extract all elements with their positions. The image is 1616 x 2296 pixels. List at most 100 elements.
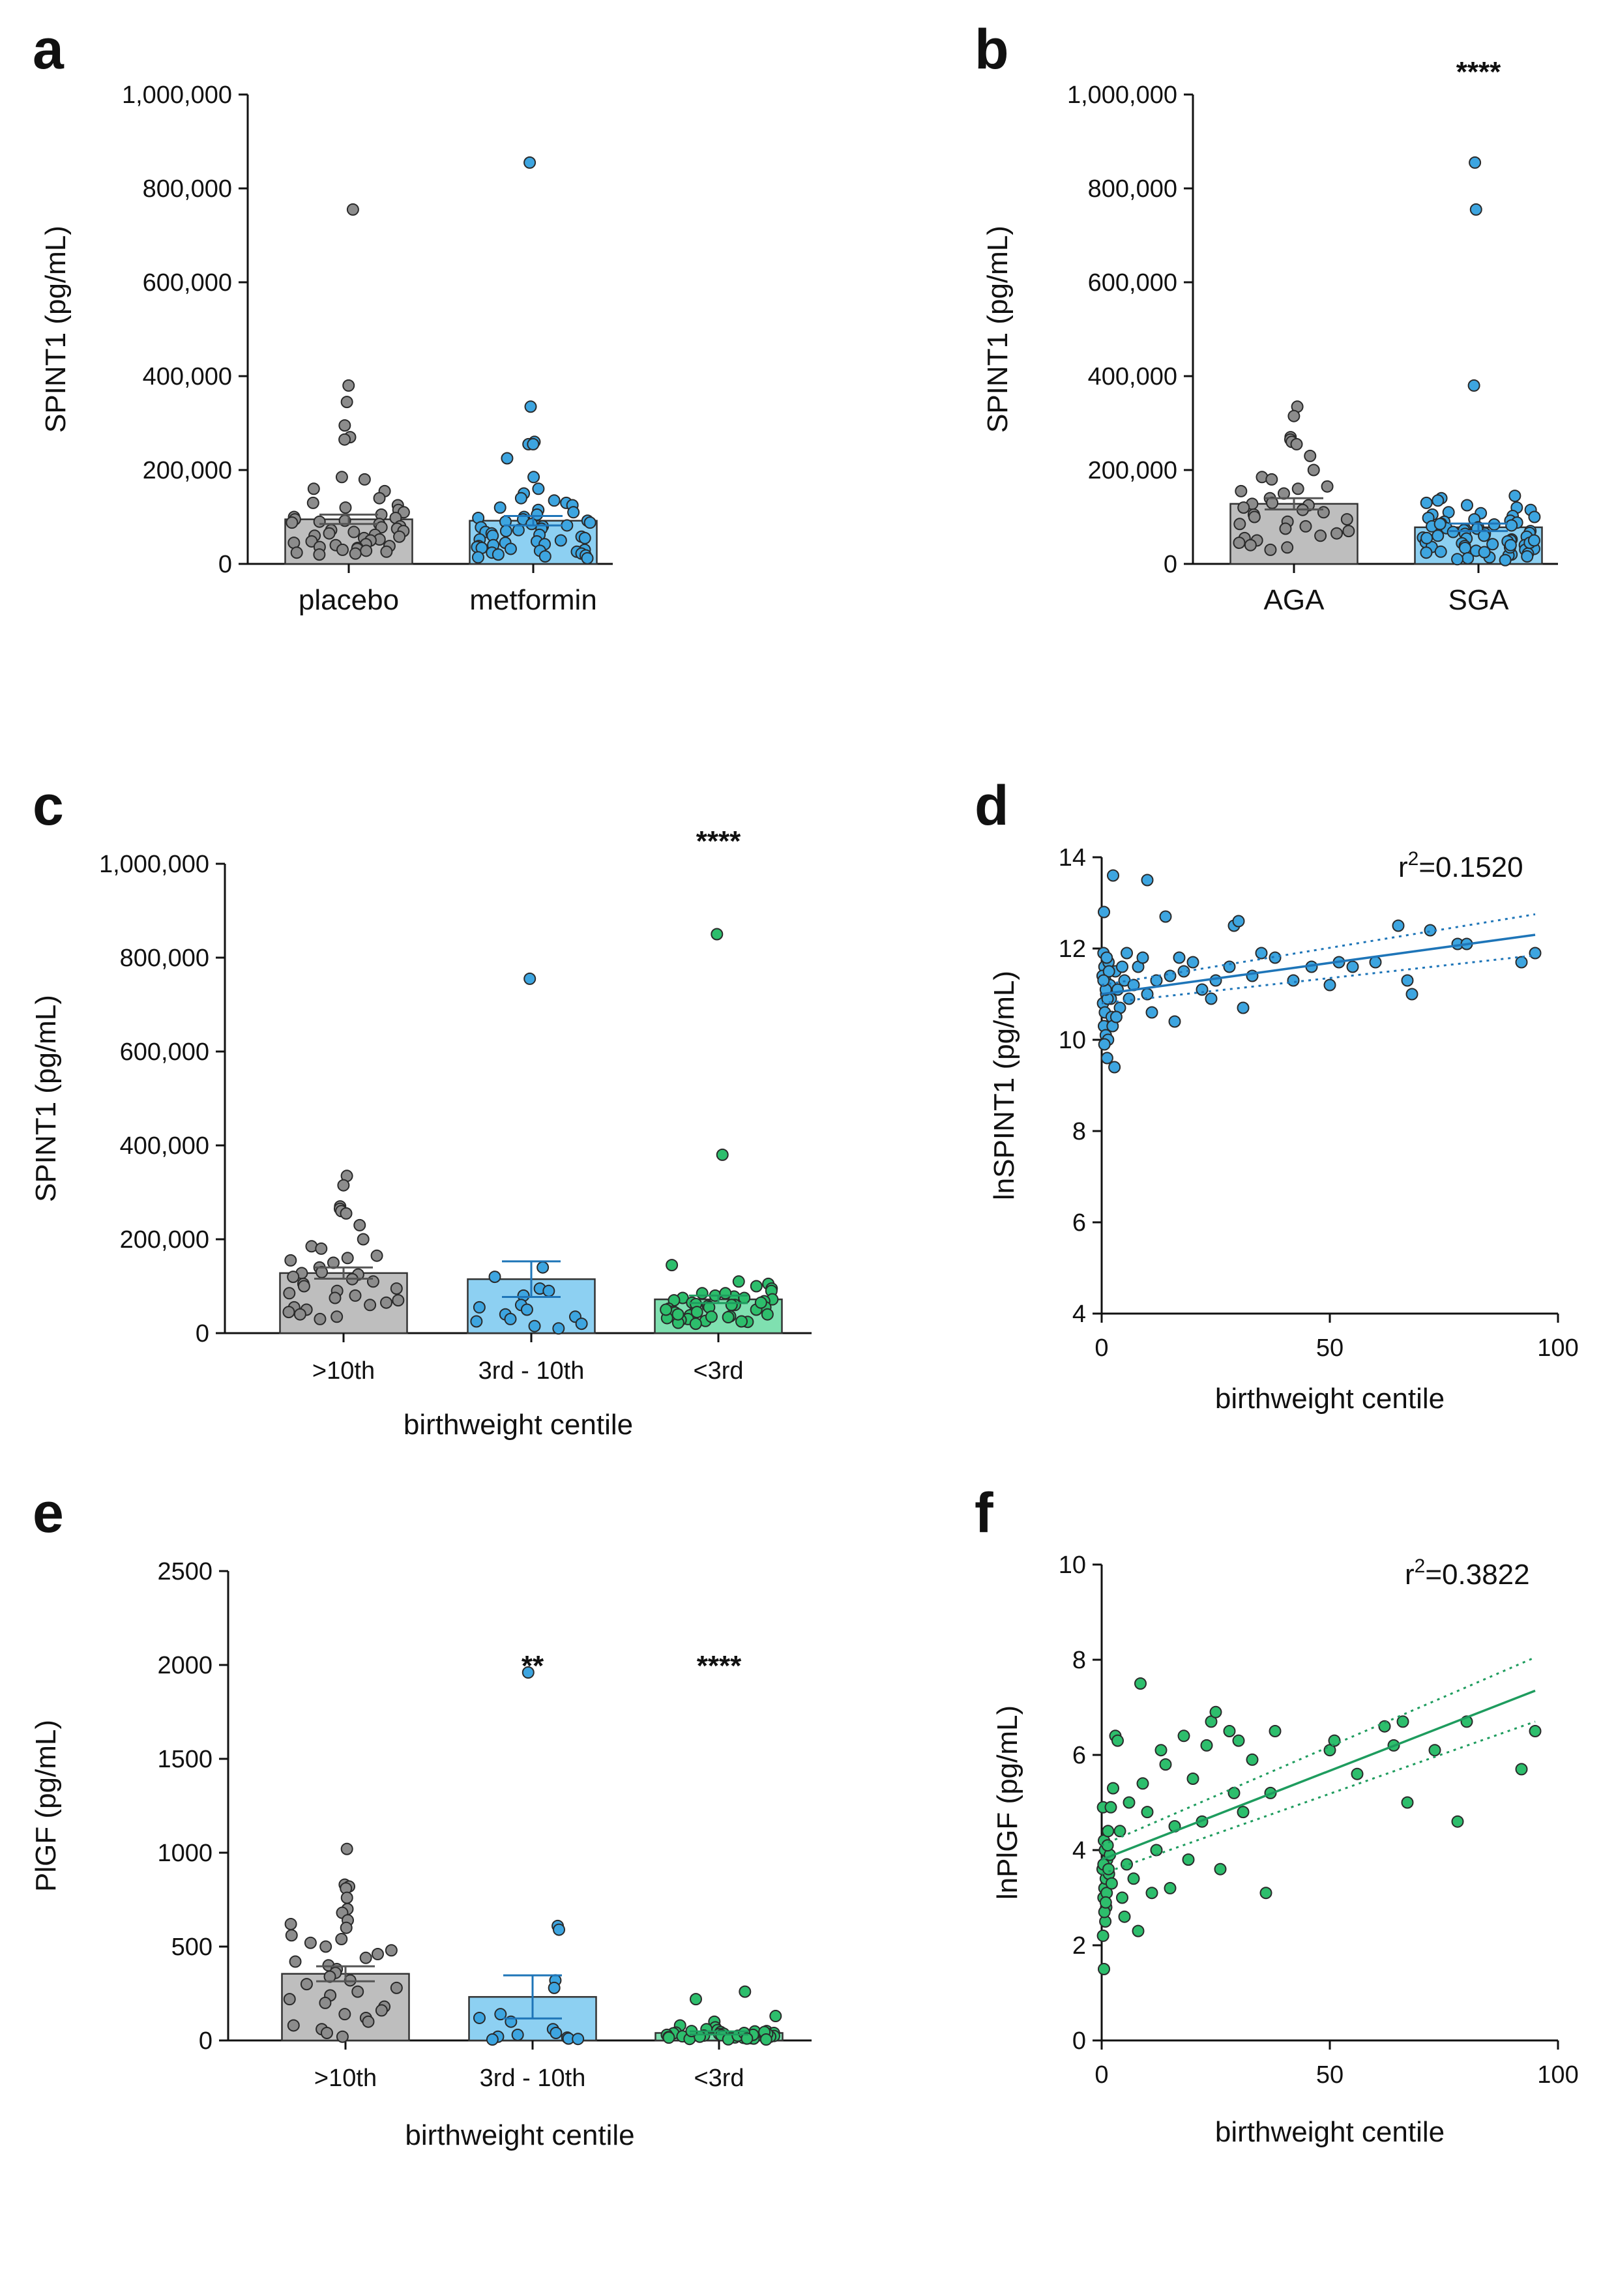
y-tick-label: 1,000,000 <box>99 851 209 878</box>
data-point <box>501 452 514 465</box>
data-point <box>1173 951 1186 964</box>
data-point <box>1159 910 1172 923</box>
data-point <box>696 1287 709 1300</box>
x-axis-label: birthweight centile <box>1215 1383 1445 1415</box>
data-point <box>1223 960 1236 973</box>
y-axis-label: SPINT1 (pg/mL) <box>40 226 72 433</box>
data-point <box>1279 522 1292 535</box>
data-point <box>660 1303 673 1316</box>
data-point <box>1432 494 1445 507</box>
data-point <box>282 1306 295 1319</box>
data-point <box>336 2030 349 2043</box>
data-point <box>492 548 505 561</box>
data-point <box>306 496 319 509</box>
data-point <box>1420 546 1433 559</box>
data-point <box>735 1315 748 1328</box>
data-point <box>550 2026 563 2039</box>
data-point <box>1136 951 1149 964</box>
data-point <box>689 1993 702 2006</box>
x-category-label: >10th <box>312 1357 375 1385</box>
data-point <box>1378 1720 1391 1733</box>
data-point <box>1433 518 1447 531</box>
data-point <box>1232 1734 1245 1747</box>
data-point <box>754 1296 767 1309</box>
data-point <box>371 1948 384 1961</box>
data-point <box>1186 956 1199 969</box>
data-point <box>364 1299 377 1312</box>
panel-letter: a <box>33 18 65 81</box>
data-point <box>360 544 373 557</box>
data-point <box>538 550 551 563</box>
data-point <box>769 2010 782 2023</box>
data-point <box>725 1299 738 1312</box>
data-point <box>373 492 386 505</box>
y-tick-label: 500 <box>171 1934 213 1961</box>
data-point <box>342 379 355 392</box>
data-point <box>339 501 352 514</box>
data-point <box>1248 510 1261 523</box>
data-point <box>300 1978 313 1991</box>
data-point <box>1291 482 1304 495</box>
panel-letter: e <box>33 1482 64 1544</box>
y-tick-label: 2500 <box>157 1558 213 1585</box>
y-tick-label: 8 <box>1072 1118 1086 1145</box>
data-point <box>1233 537 1246 550</box>
data-point <box>1346 960 1359 973</box>
data-point <box>1396 1715 1409 1728</box>
data-point <box>337 1179 350 1192</box>
ci-lower-line <box>1101 1720 1536 1875</box>
data-point <box>486 2033 499 2046</box>
data-point <box>759 2033 772 2046</box>
data-point <box>1105 1877 1118 1890</box>
y-tick-label: 0 <box>1072 2027 1086 2055</box>
significance-stars: **** <box>696 825 741 857</box>
panel-letter: b <box>975 18 1009 81</box>
data-point <box>1330 527 1344 540</box>
data-point <box>362 2015 375 2028</box>
data-point <box>1186 1773 1199 1785</box>
data-point <box>323 527 336 540</box>
data-point <box>1321 480 1334 493</box>
panel-d: d 4 6 8 10 12 14 lnSPINT1 (pg/mL) 0 50 100 birthwei… <box>975 774 1579 1415</box>
x-category-label: SGA <box>1448 584 1510 616</box>
data-point <box>1304 449 1317 462</box>
data-point <box>1223 1725 1236 1737</box>
data-point <box>471 551 484 564</box>
data-point <box>1515 1763 1528 1776</box>
data-point <box>1104 1801 1117 1814</box>
panel-f: f 0 2 4 6 8 10 lnPlGF (pg/mL) 0 50 100 birthweight … <box>975 1482 1579 2148</box>
significance-stars: **** <box>697 1650 742 1682</box>
y-axis-label: lnSPINT1 (pg/mL) <box>988 971 1020 1200</box>
data-point <box>320 2026 333 2039</box>
r-squared-annotation: r2=0.3822 <box>1405 1555 1530 1591</box>
panel-b: b 0 200,000 400,000 600,000 800,000 1,000,000 S… <box>975 18 1558 616</box>
data-point <box>1235 484 1248 497</box>
data-point <box>1237 1001 1250 1014</box>
data-point <box>285 1929 298 1942</box>
panel-letter: c <box>33 774 64 837</box>
data-point <box>1469 156 1482 169</box>
data-point <box>473 2011 486 2024</box>
y-tick-label: 800,000 <box>120 945 209 972</box>
data-point <box>741 2032 754 2045</box>
data-point <box>578 531 591 544</box>
data-point <box>524 400 537 413</box>
data-point <box>1307 464 1320 477</box>
x-category-label: AGA <box>1264 584 1325 616</box>
y-tick-label: 200,000 <box>1088 457 1177 484</box>
data-point <box>338 2008 351 2021</box>
panel-a: a 0 200,000 400,000 600,000 800,000 1,000,000 S… <box>33 18 613 616</box>
y-tick-label: 0 <box>196 1320 209 1347</box>
data-point <box>662 2031 675 2044</box>
data-point <box>527 437 540 450</box>
y-tick-label: 12 <box>1059 935 1086 963</box>
data-point <box>1134 1677 1147 1690</box>
data-point <box>1099 1896 1112 1909</box>
data-point <box>1102 965 1115 978</box>
y-tick-label: 10 <box>1059 1027 1086 1054</box>
data-point <box>1098 905 1110 919</box>
panel-e: e 0 500 1000 1500 2000 2500 PlGF (pg/mL) >10th 3r… <box>30 1482 812 2151</box>
data-point <box>1467 379 1480 392</box>
y-tick-label: 1500 <box>157 1746 213 1773</box>
